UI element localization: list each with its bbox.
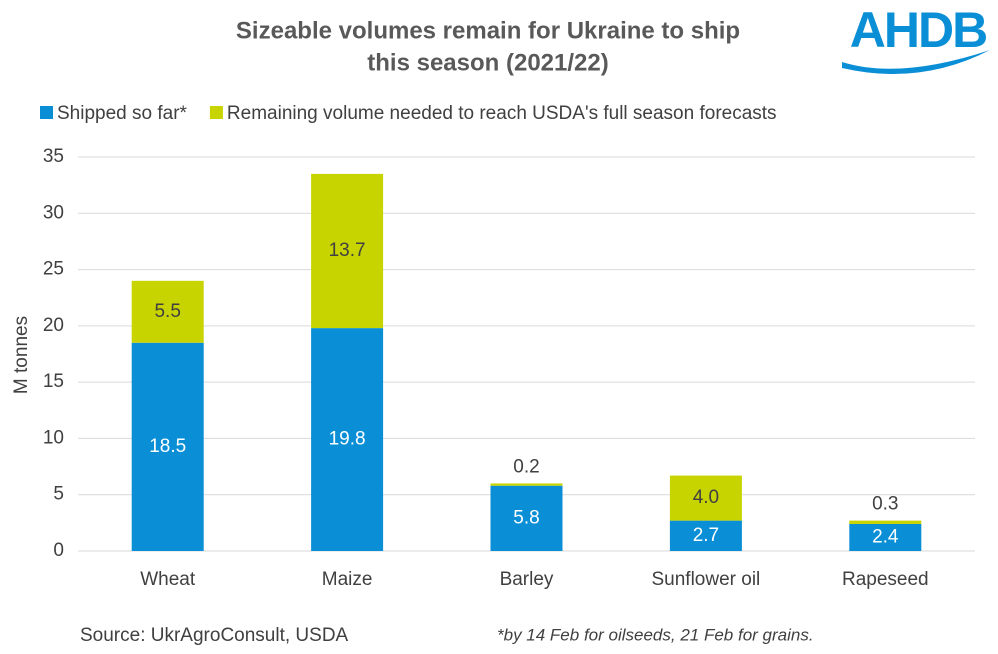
x-tick-label: Maize [322,569,373,590]
bar-segment [490,483,563,486]
y-tick-label: 30 [43,202,64,223]
chart-title: this season (2021/22) [367,49,608,76]
y-tick-label: 25 [43,259,64,280]
y-axis-label: M tonnes [11,316,32,394]
legend-swatch [209,106,223,119]
y-tick-label: 10 [43,427,64,448]
bar-segment [669,520,742,551]
data-label: 4.0 [693,487,719,508]
bar-segment [849,520,922,524]
legend-label: Shipped so far* [57,103,188,124]
x-tick-label: Rapeseed [842,569,929,590]
footnote: *by 14 Feb for oilseeds, 21 Feb for grai… [497,625,814,644]
source: Source: UkrAgroConsult, USDA [80,625,349,646]
x-tick-label: Wheat [140,569,196,590]
y-tick-label: 20 [43,315,64,336]
data-label: 5.5 [154,301,180,322]
data-label: 5.8 [513,507,539,528]
y-tick-label: 5 [53,484,64,505]
bar-segment [490,485,563,551]
x-tick-label: Sunflower oil [652,569,761,590]
bar-segment [311,173,384,329]
data-label: 18.5 [149,436,186,457]
logo: AHDB [850,2,986,58]
bar-segment [849,523,922,551]
bar-segment [311,328,384,551]
data-label: 0.2 [513,456,539,477]
data-label: 19.8 [329,429,366,450]
y-tick-label: 35 [43,146,64,167]
data-label: 13.7 [329,240,366,261]
data-label: 2.7 [693,525,719,546]
logo-swoosh [842,50,990,74]
legend-swatch [40,106,53,119]
x-tick-label: Barley [500,569,554,590]
y-tick-label: 0 [53,540,64,561]
chart-title: Sizeable volumes remain for Ukraine to s… [236,17,740,44]
y-tick-label: 15 [43,371,64,392]
bar-segment [131,342,204,551]
data-label: 0.3 [872,494,898,515]
bar-segment [669,475,742,521]
legend-label: Remaining volume needed to reach USDA's … [227,103,777,124]
bar-segment [131,280,204,343]
data-label: 2.4 [872,527,899,548]
